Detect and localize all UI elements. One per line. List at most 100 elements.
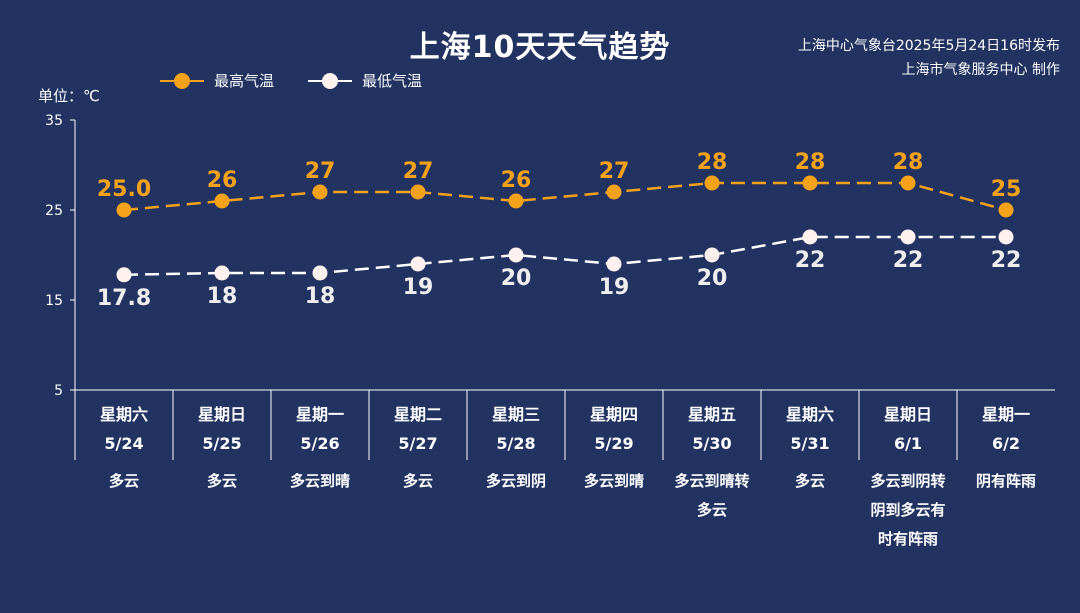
point-high: [116, 202, 132, 218]
day-weekday: 星期六: [785, 405, 834, 424]
day-weather: 多云: [108, 472, 139, 490]
day-date: 5/31: [790, 434, 830, 453]
issuer-line-2: 上海市气象服务中心 制作: [901, 62, 1060, 78]
day-weekday: 星期六: [99, 405, 148, 424]
day-weather: 多云: [402, 472, 433, 490]
point-low: [214, 265, 230, 281]
point-high: [900, 175, 916, 191]
y-tick-label: 35: [45, 113, 63, 129]
data-label-high: 27: [599, 159, 630, 184]
point-low: [116, 267, 132, 283]
point-high: [704, 175, 720, 191]
day-weekday: 星期日: [197, 405, 246, 424]
data-label-low: 19: [403, 275, 434, 300]
day-weekday: 星期日: [883, 405, 932, 424]
day-weather: 多云到阴: [485, 472, 546, 490]
data-label-high: 28: [697, 150, 728, 175]
data-label-high: 25.0: [97, 177, 151, 202]
data-label-low: 19: [599, 275, 630, 300]
day-weather: 阴有阵雨: [975, 472, 1036, 490]
data-label-low: 20: [697, 266, 728, 291]
point-low: [410, 256, 426, 272]
legend-swatch-low: [308, 72, 353, 89]
point-high: [312, 184, 328, 200]
day-column: 星期四 5/29 多云到晴: [565, 390, 663, 554]
legend-label-low: 最低气温: [362, 72, 423, 90]
day-weather: 多云: [206, 472, 237, 490]
day-weather: 多云到晴转多云: [674, 472, 750, 519]
day-date: 5/30: [692, 434, 732, 453]
day-column: 星期一 6/2 阴有阵雨: [957, 390, 1055, 554]
day-weekday: 星期一: [981, 405, 1030, 424]
point-low: [802, 229, 818, 245]
chart-title: 上海10天天气趋势: [409, 30, 671, 65]
legend-label-high: 最高气温: [214, 72, 275, 90]
day-date: 5/24: [104, 434, 144, 453]
temperature-chart: 5 15 25 35 25.0 26 27 27 26 27 28 28 28 25 17.8 18 18 19 2…: [45, 113, 1055, 460]
day-column: 星期一 5/26 多云到晴: [271, 390, 369, 554]
day-date: 5/25: [202, 434, 242, 453]
data-label-low: 22: [991, 248, 1022, 273]
day-column: 星期日 5/25 多云: [173, 390, 271, 554]
issuer-info: 上海中心气象台2025年5月24日16时发布 上海市气象服务中心 制作: [798, 34, 1060, 82]
day-column: 星期六 5/31 多云: [761, 390, 859, 554]
day-weather: 多云到阴转阴到多云有时有阵雨: [870, 472, 946, 548]
day-column: 星期五 5/30 多云到晴转多云: [663, 390, 761, 554]
point-high: [802, 175, 818, 191]
y-tick-label: 5: [54, 383, 63, 399]
data-label-high: 26: [207, 168, 238, 193]
unit-label: 单位：℃: [38, 87, 100, 105]
data-label-low: 22: [795, 248, 826, 273]
point-high: [410, 184, 426, 200]
point-high: [508, 193, 524, 209]
data-label-high: 27: [403, 159, 434, 184]
legend-swatch-high: [160, 72, 204, 89]
day-weekday: 星期四: [589, 405, 638, 424]
point-low: [606, 256, 622, 272]
legend-item-low: 最低气温: [308, 70, 422, 91]
point-high: [998, 202, 1014, 218]
day-weekday: 星期二: [393, 405, 442, 424]
legend: 最高气温 最低气温: [160, 70, 422, 91]
day-date: 5/26: [300, 434, 340, 453]
point-low: [704, 247, 720, 263]
data-label-high: 28: [795, 150, 826, 175]
point-high: [214, 193, 230, 209]
day-weekday: 星期三: [491, 405, 540, 424]
data-label-low: 17.8: [97, 286, 151, 311]
y-tick-label: 15: [45, 293, 63, 309]
data-label-high: 28: [893, 150, 924, 175]
data-label-high: 26: [501, 168, 532, 193]
data-label-high: 25: [991, 177, 1022, 202]
day-column: 星期三 5/28 多云到阴: [467, 390, 565, 554]
day-date: 6/2: [991, 434, 1021, 453]
point-low: [508, 247, 524, 263]
day-weather: 多云: [794, 472, 825, 490]
data-label-low: 18: [207, 284, 238, 309]
day-columns: 星期六 5/24 多云 星期日 5/25 多云 星期一 5/26 多云到晴 星期二 5/27 多云 星期…: [75, 390, 1055, 554]
day-weather: 多云到晴: [289, 472, 350, 490]
day-date: 5/28: [496, 434, 536, 453]
point-low: [312, 265, 328, 281]
day-weekday: 星期五: [687, 405, 736, 424]
legend-item-high: 最高气温: [160, 70, 274, 91]
day-date: 6/1: [893, 434, 923, 453]
day-column: 星期二 5/27 多云: [369, 390, 467, 554]
day-weather: 多云到晴: [583, 472, 644, 490]
day-date: 5/27: [398, 434, 438, 453]
data-label-low: 18: [305, 284, 336, 309]
series-line-low: [123, 235, 1006, 277]
day-weekday: 星期一: [295, 405, 344, 424]
day-date: 5/29: [594, 434, 634, 453]
y-tick-label: 25: [45, 203, 63, 219]
issuer-line-1: 上海中心气象台2025年5月24日16时发布: [797, 38, 1060, 54]
data-label-low: 22: [893, 248, 924, 273]
day-column: 星期六 5/24 多云: [75, 390, 173, 554]
data-label-high: 27: [305, 159, 336, 184]
point-low: [900, 229, 916, 245]
point-low: [998, 229, 1014, 245]
point-high: [606, 184, 622, 200]
data-label-low: 20: [501, 266, 532, 291]
series-line-high: [123, 181, 1007, 212]
day-column: 星期日 6/1 多云到阴转阴到多云有时有阵雨: [859, 390, 957, 554]
